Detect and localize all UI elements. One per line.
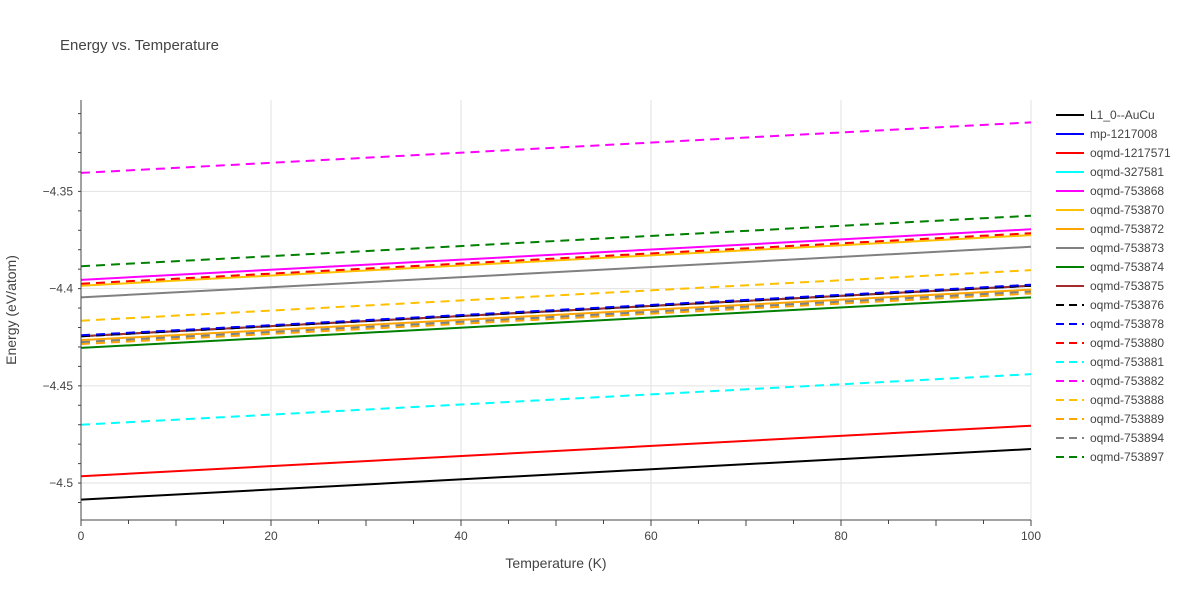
series-line-oqmd-753888 — [80, 269, 1032, 322]
legend-label: oqmd-753872 — [1090, 222, 1164, 236]
legend-label: oqmd-753868 — [1090, 184, 1164, 198]
legend-label: oqmd-753889 — [1090, 412, 1164, 426]
legend-label: oqmd-753874 — [1090, 260, 1164, 274]
series-line-oqmd-753881 — [80, 373, 1032, 426]
y-tick-label: −4.4 — [49, 282, 73, 296]
x-axis-title: Temperature (K) — [505, 555, 606, 571]
series-line-oqmd-753873 — [80, 245, 1032, 299]
y-tick-label: −4.45 — [43, 379, 74, 393]
series-line-oqmd-753889 — [80, 292, 1032, 346]
legend-label: L1_0--AuCu — [1090, 108, 1155, 122]
series-line-oqmd-753870 — [80, 234, 1032, 287]
series-line-oqmd-753874 — [80, 296, 1032, 349]
series-line-oqmd-753882 — [80, 121, 1032, 174]
x-tick-label: 100 — [1021, 529, 1041, 543]
x-tick-label: 60 — [644, 529, 658, 543]
x-tick-label: 40 — [454, 529, 468, 543]
tick-labels: 0 20 40 60 80 100 −4.5 −4.45 −4.4 −4.35 — [43, 184, 1042, 543]
series-line-oqmd-753897 — [80, 214, 1032, 268]
legend-label: oqmd-753894 — [1090, 431, 1164, 445]
legend-label: mp-1217008 — [1090, 127, 1158, 141]
series-line-oqmd-753894 — [80, 290, 1032, 344]
grid — [81, 100, 1032, 520]
x-tick-label: 80 — [834, 529, 848, 543]
series-line-oqmd-753872 — [80, 288, 1032, 342]
series-line-oqmd-753878 — [80, 283, 1032, 337]
legend-label: oqmd-753897 — [1090, 450, 1164, 464]
series-line-oqmd-753880 — [80, 232, 1032, 285]
y-tick-label: −4.5 — [49, 476, 73, 490]
legend-label: oqmd-753870 — [1090, 203, 1164, 217]
legend-label: oqmd-753878 — [1090, 317, 1164, 331]
x-tick-label: 20 — [264, 529, 278, 543]
y-axis-title: Energy (eV/atom) — [3, 255, 19, 365]
axes — [78, 100, 1032, 526]
plot-area — [80, 121, 1032, 501]
legend-label: oqmd-1217571 — [1090, 146, 1171, 160]
series-line-L1_0--AuCu — [80, 448, 1032, 501]
legend-label: oqmd-753880 — [1090, 336, 1164, 350]
chart-title: Energy vs. Temperature — [60, 37, 219, 54]
y-tick-label: −4.35 — [43, 184, 74, 198]
legend-label: oqmd-753875 — [1090, 279, 1164, 293]
legend-label: oqmd-753881 — [1090, 355, 1164, 369]
legend-label: oqmd-327581 — [1090, 165, 1164, 179]
legend-label: oqmd-753873 — [1090, 241, 1164, 255]
legend-label: oqmd-753876 — [1090, 298, 1164, 312]
legend-label: oqmd-753888 — [1090, 393, 1164, 407]
x-tick-label: 0 — [78, 529, 85, 543]
series-line-oqmd-753868 — [80, 228, 1032, 281]
series-line-oqmd-1217571 — [80, 424, 1032, 478]
legend: L1_0--AuCu mp-1217008 oqmd-1217571 oqmd-327… — [1056, 108, 1171, 464]
legend-label: oqmd-753882 — [1090, 374, 1164, 388]
